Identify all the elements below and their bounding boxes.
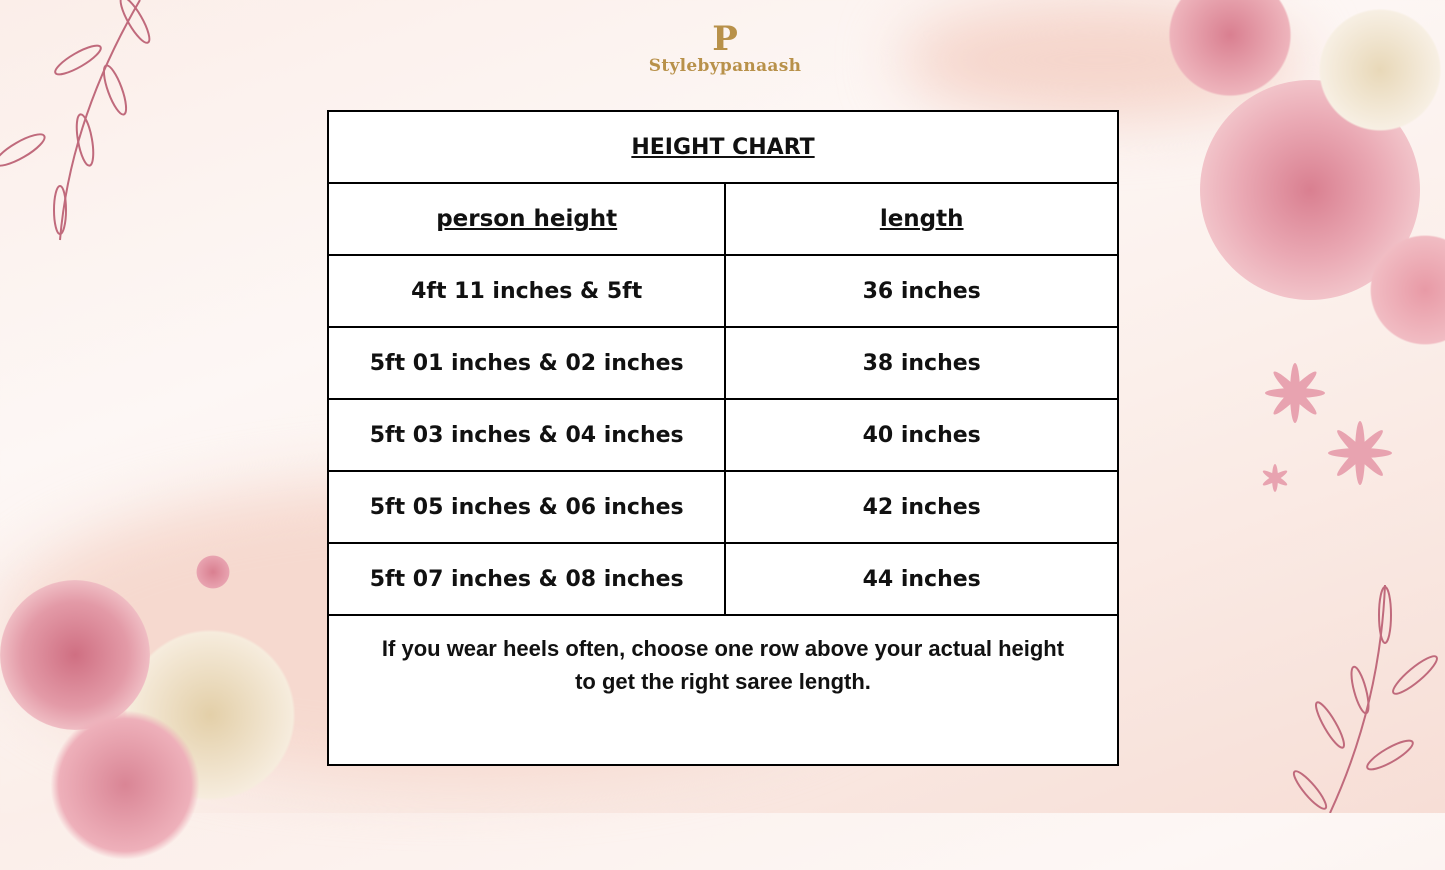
chart-title: HEIGHT CHART (327, 110, 1119, 184)
rose-decoration (40, 700, 210, 870)
length-cell: 44 inches (724, 542, 1119, 616)
brand-name: Stylebypanaash (648, 56, 802, 76)
note-line: If you wear heels often, choose one row … (381, 636, 1065, 661)
table-row: 5ft 03 inches & 04 inches 40 inches (326, 398, 1119, 472)
table-row: 5ft 01 inches & 02 inches 38 inches (326, 326, 1119, 400)
height-chart-table: HEIGHT CHART person height length 4ft 11… (326, 110, 1119, 766)
height-cell: 5ft 01 inches & 02 inches (326, 326, 727, 400)
table-row: 4ft 11 inches & 5ft 36 inches (326, 254, 1119, 328)
leaf-branch-decoration (0, 0, 151, 241)
height-cell: 4ft 11 inches & 5ft (326, 254, 727, 328)
brand-logo: P Stylebypanaash (640, 22, 810, 76)
column-header-person-height: person height (326, 182, 727, 256)
rose-decoration (1155, 0, 1305, 100)
rose-bud-decoration (195, 552, 231, 592)
table-row: 5ft 05 inches & 06 inches 42 inches (326, 470, 1119, 544)
brand-mark-icon: P (712, 19, 738, 59)
height-cell: 5ft 03 inches & 04 inches (326, 398, 727, 472)
leaf-branch-decoration (1292, 585, 1438, 813)
length-cell: 42 inches (724, 470, 1119, 544)
white-flower-decoration (1310, 0, 1445, 140)
length-cell: 38 inches (724, 326, 1119, 400)
length-cell: 36 inches (724, 254, 1119, 328)
height-cell: 5ft 07 inches & 08 inches (326, 542, 727, 616)
table-row: 5ft 07 inches & 08 inches 44 inches (326, 542, 1119, 616)
height-cell: 5ft 05 inches & 06 inches (326, 470, 727, 544)
note-line: to get the right saree length. (575, 669, 871, 694)
column-header-length: length (724, 182, 1119, 256)
heels-note: If you wear heels often, choose one row … (327, 614, 1119, 766)
length-cell: 40 inches (724, 398, 1119, 472)
petal-flowers-decoration (1262, 363, 1392, 492)
